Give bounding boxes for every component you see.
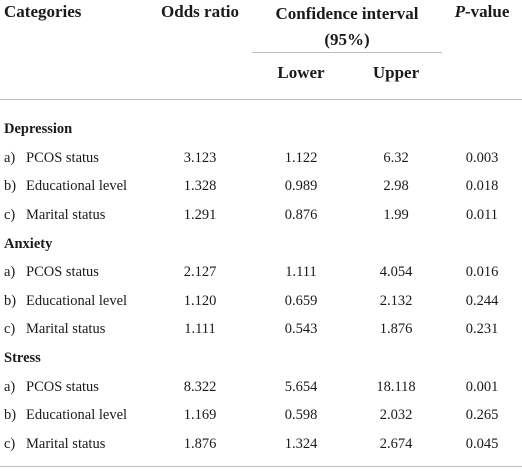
cell-p-value: 0.018	[465, 178, 499, 195]
cell-odds-ratio: 1.328	[183, 178, 217, 195]
cell-p-value: 0.045	[465, 435, 499, 452]
header-spacer-1	[0, 52, 148, 100]
table-row: b) Educational level 1.120 0.659 2.132 0.244	[0, 287, 522, 316]
table-row: c) Marital status 1.291 0.876 1.99 0.011	[0, 201, 522, 230]
cell-p-value: 0.001	[465, 378, 499, 395]
table-body: Depression a) PCOS status 3.123 1.122 6.32 0.0…	[0, 100, 522, 459]
row-marker: a)	[4, 378, 16, 395]
cell-ci-upper: 6.32	[383, 149, 409, 166]
group-row: Depression	[0, 100, 522, 145]
group-row: Anxiety	[0, 230, 522, 259]
header-p-italic: P	[454, 2, 466, 21]
group-title: Depression	[4, 120, 73, 137]
cell-ci-upper: 1.99	[383, 206, 409, 223]
row-marker: c)	[4, 435, 16, 452]
header-categories: Categories	[4, 2, 82, 21]
cell-ci-lower: 1.111	[285, 264, 317, 281]
table-row: a) PCOS status 2.127 1.111 4.054 0.016	[0, 258, 522, 287]
cell-odds-ratio: 3.123	[183, 149, 217, 166]
row-label: Marital status	[26, 435, 106, 452]
row-category: b) Educational level	[0, 287, 148, 316]
table-row: a) PCOS status 8.322 5.654 18.118 0.001	[0, 373, 522, 402]
header-spacer-3	[442, 52, 522, 100]
row-marker: c)	[4, 206, 16, 223]
row-marker: a)	[4, 264, 16, 281]
table-row: c) Marital status 1.876 1.324 2.674 0.045	[0, 430, 522, 459]
row-category: a) PCOS status	[0, 373, 148, 402]
header-upper: Upper	[350, 52, 443, 100]
row-label: Educational level	[26, 178, 128, 195]
cell-odds-ratio: 1.120	[183, 292, 217, 309]
row-category: c) Marital status	[0, 316, 148, 345]
cell-ci-lower: 0.989	[284, 178, 318, 195]
group-row: Stress	[0, 344, 522, 373]
cell-ci-lower: 1.324	[284, 435, 318, 452]
header-p-rest: -value	[465, 2, 510, 21]
row-label: Educational level	[26, 292, 128, 309]
cell-ci-upper: 2.032	[379, 407, 413, 424]
cell-odds-ratio: 1.111	[184, 321, 216, 338]
row-category: b) Educational level	[0, 173, 148, 202]
cell-p-value: 0.016	[465, 264, 499, 281]
row-label: PCOS status	[26, 149, 99, 166]
cell-odds-ratio: 1.291	[183, 206, 217, 223]
row-label: PCOS status	[26, 264, 99, 281]
table-bottom-rule	[0, 466, 522, 467]
header-lower: Lower	[252, 52, 350, 100]
group-title: Anxiety	[4, 235, 53, 252]
row-category: c) Marital status	[0, 201, 148, 230]
row-label: PCOS status	[26, 378, 99, 395]
cell-p-value: 0.003	[465, 149, 499, 166]
cell-ci-lower: 0.659	[284, 292, 318, 309]
cell-ci-lower: 1.122	[284, 149, 318, 166]
cell-odds-ratio: 1.169	[183, 407, 217, 424]
cell-ci-lower: 0.876	[284, 206, 318, 223]
cell-ci-lower: 0.543	[284, 321, 318, 338]
cell-ci-upper: 1.876	[379, 321, 413, 338]
row-category: a) PCOS status	[0, 144, 148, 173]
row-marker: b)	[4, 178, 17, 195]
header-odds-ratio: Odds ratio	[161, 2, 239, 21]
header-spacer-2	[148, 52, 252, 100]
row-marker: a)	[4, 149, 16, 166]
cell-ci-upper: 2.674	[379, 435, 413, 452]
table-row: b) Educational level 1.328 0.989 2.98 0.018	[0, 173, 522, 202]
cell-ci-lower: 5.654	[284, 378, 318, 395]
header-p-value: P-value	[442, 0, 522, 53]
cell-p-value: 0.244	[465, 292, 499, 309]
cell-ci-upper: 4.054	[379, 264, 413, 281]
row-marker: b)	[4, 407, 17, 424]
table-row: b) Educational level 1.169 0.598 2.032 0.265	[0, 401, 522, 430]
cell-ci-upper: 18.118	[376, 378, 416, 395]
table-row: c) Marital status 1.111 0.543 1.876 0.231	[0, 316, 522, 345]
row-category: a) PCOS status	[0, 258, 148, 287]
row-marker: c)	[4, 321, 16, 338]
cell-p-value: 0.265	[465, 407, 499, 424]
odds-ratio-table: Categories Odds ratio Confidence interva…	[0, 0, 522, 459]
cell-odds-ratio: 8.322	[183, 378, 217, 395]
cell-odds-ratio: 2.127	[183, 264, 217, 281]
row-category: b) Educational level	[0, 401, 148, 430]
header-confidence-interval: Confidence interval	[252, 0, 442, 30]
cell-ci-upper: 2.98	[383, 178, 409, 195]
row-label: Marital status	[26, 206, 106, 223]
header-ci-line2: (95%)	[324, 30, 370, 49]
row-label: Educational level	[26, 407, 128, 424]
group-title: Stress	[4, 349, 41, 366]
row-marker: b)	[4, 292, 17, 309]
cell-ci-upper: 2.132	[379, 292, 413, 309]
cell-odds-ratio: 1.876	[183, 435, 217, 452]
cell-ci-lower: 0.598	[284, 407, 318, 424]
row-label: Marital status	[26, 321, 106, 338]
table-header: Categories Odds ratio Confidence interva…	[0, 0, 522, 100]
cell-p-value: 0.011	[465, 206, 499, 223]
table-row: a) PCOS status 3.123 1.122 6.32 0.003	[0, 144, 522, 173]
header-ci-line1: Confidence interval	[275, 4, 419, 23]
cell-p-value: 0.231	[465, 321, 499, 338]
row-category: c) Marital status	[0, 430, 148, 459]
